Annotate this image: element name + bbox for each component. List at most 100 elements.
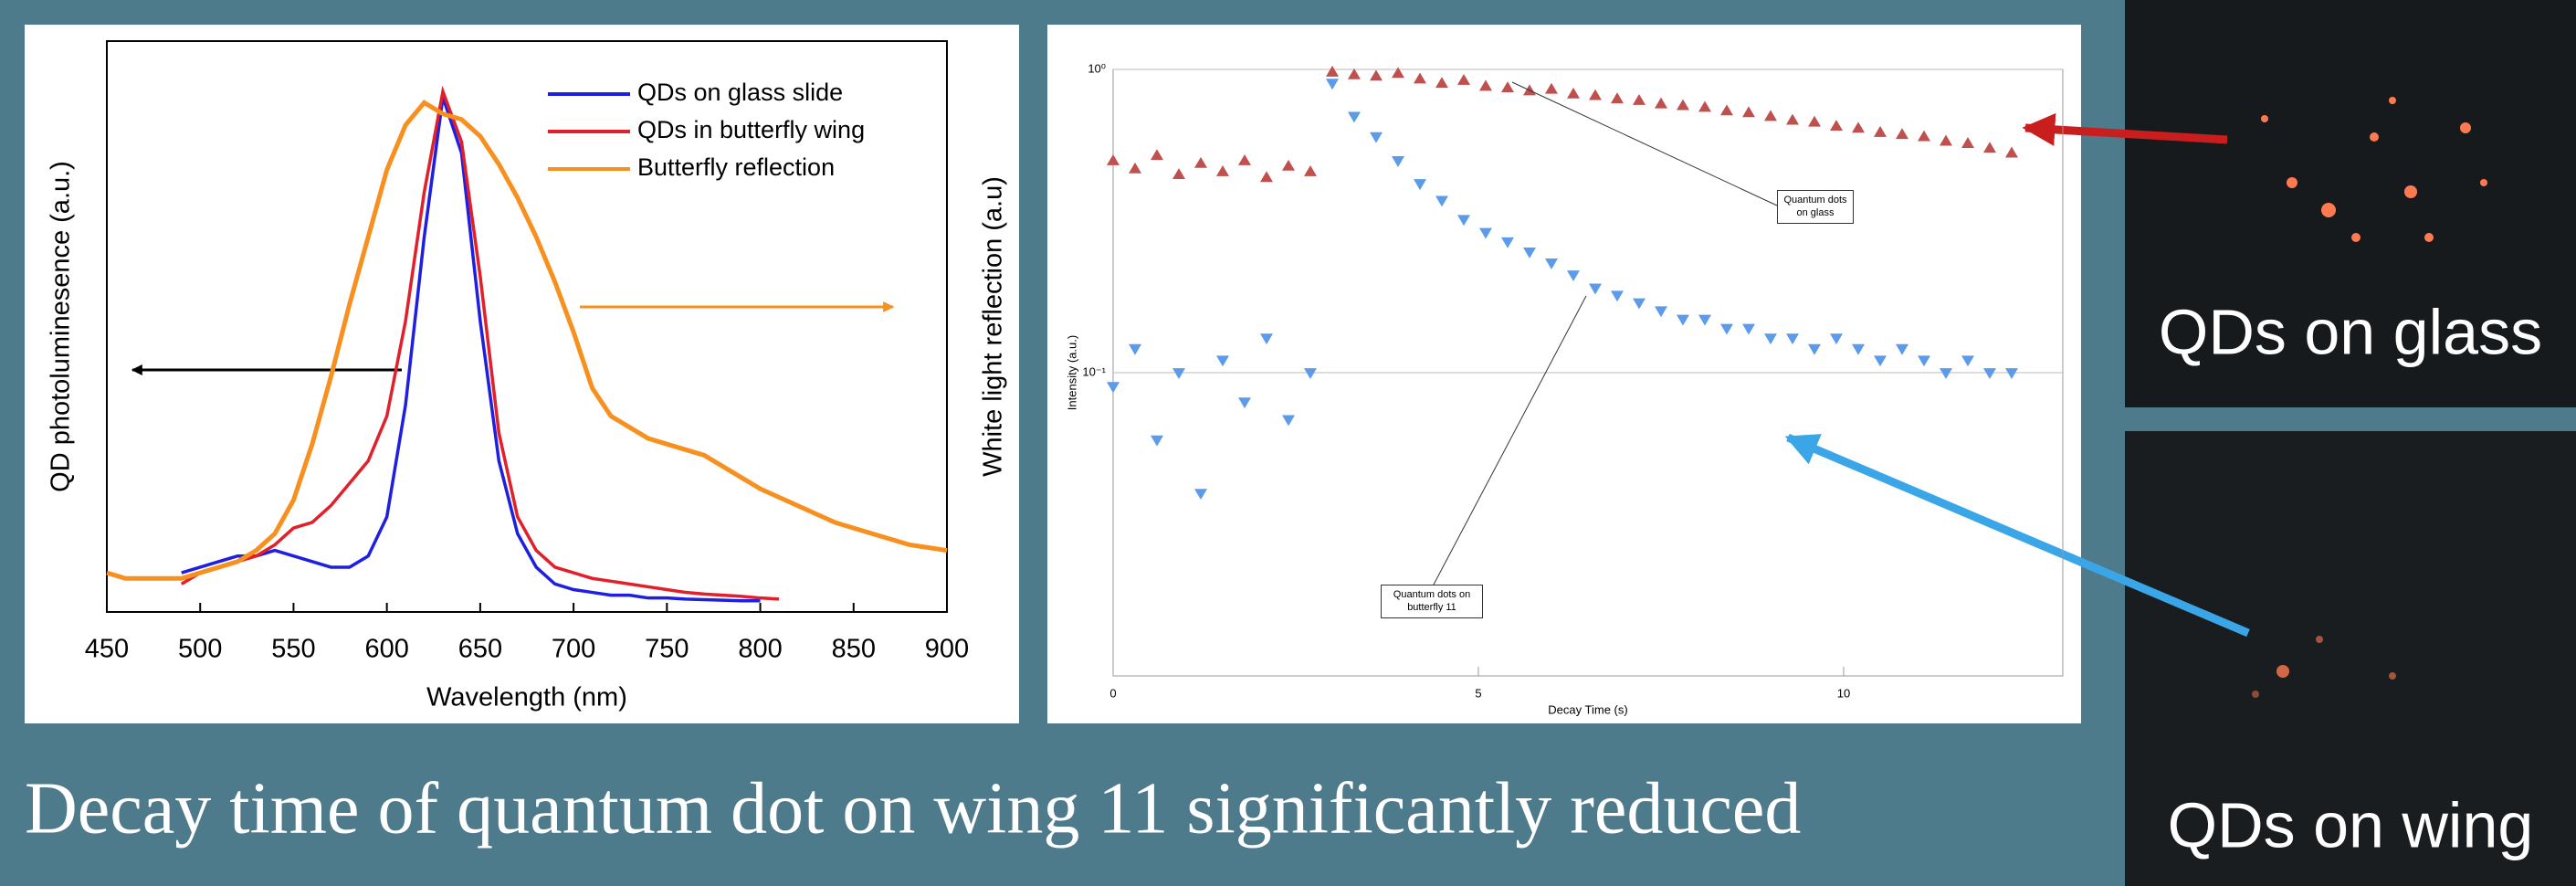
data-point [1918, 355, 1930, 367]
data-point [1874, 355, 1887, 367]
x-tick-label: 550 [271, 635, 315, 664]
data-point [1457, 215, 1470, 227]
arrow [2022, 112, 2228, 146]
data-point [1940, 368, 1952, 379]
data-point [1435, 77, 1448, 89]
series-line [106, 100, 948, 581]
arrow [1784, 433, 2250, 638]
x-axis-label: Decay Time (s) [1548, 702, 1627, 716]
data-point [1764, 333, 1777, 345]
data-point [1107, 153, 1120, 165]
x-tick-label: 700 [552, 635, 595, 664]
legend-label: QDs on glass slide [637, 79, 843, 106]
data-point [1918, 130, 1930, 142]
caption: Decay time of quantum dot on wing 11 sig… [25, 768, 1801, 849]
data-point [1874, 125, 1887, 137]
data-point [1808, 343, 1821, 355]
data-point [1677, 314, 1689, 326]
x-tick-label: 650 [458, 635, 502, 664]
series-line [181, 96, 761, 603]
data-point [1348, 68, 1361, 79]
data-point [1457, 74, 1470, 85]
y2-axis-label: White light reflection (a.u) [979, 176, 1008, 477]
callout-line [1511, 81, 1778, 206]
data-point [1194, 156, 1207, 168]
data-point [1238, 397, 1251, 409]
data-point [1545, 258, 1558, 269]
data-point [1479, 227, 1492, 239]
data-point [1983, 142, 1996, 153]
data-point [1216, 355, 1229, 367]
data-point [1698, 100, 1711, 112]
x-tick-label: 0 [1109, 686, 1116, 700]
data-point [1370, 132, 1383, 143]
data-point [1720, 104, 1733, 116]
data-point [1216, 164, 1229, 176]
annotation: Quantum dots on butterfly 11 [1381, 585, 1483, 618]
y-axis-label: QD photoluminesence (a.u.) [47, 161, 76, 492]
data-point [1633, 93, 1645, 105]
data-point [1567, 270, 1580, 282]
photo [2125, 0, 2576, 407]
x-tick-label: 600 [364, 635, 408, 664]
data-point [1282, 415, 1295, 427]
x-tick-label: 900 [925, 635, 969, 664]
data-point [1129, 162, 1141, 174]
data-point [1151, 435, 1163, 447]
data-point [1501, 81, 1514, 92]
y-axis-label: Intensity (a.u.) [1065, 335, 1078, 410]
plot-frame [106, 40, 948, 613]
data-point [1545, 82, 1558, 94]
x-tick-label: 10 [1837, 686, 1850, 700]
data-point [1961, 137, 1974, 148]
data-point [1830, 333, 1843, 345]
data-point [1523, 247, 1536, 258]
data-point [1414, 179, 1426, 191]
data-point [1501, 237, 1514, 248]
data-point [1260, 171, 1273, 183]
x-tick-label: 5 [1475, 686, 1481, 700]
data-point [1611, 92, 1624, 104]
data-point [1830, 120, 1843, 132]
data-point [1326, 65, 1339, 77]
chart-panel [1047, 25, 2081, 723]
data-point [1852, 121, 1865, 133]
data-point [1786, 113, 1799, 125]
data-point [1983, 368, 1996, 379]
x-tick-label: 500 [178, 635, 222, 664]
data-point [1304, 164, 1317, 176]
x-tick-label: 800 [738, 635, 782, 664]
data-point [1611, 290, 1624, 302]
data-point [1414, 72, 1426, 84]
data-point [1260, 333, 1273, 345]
data-point [2005, 368, 2018, 379]
data-point [1435, 195, 1448, 207]
data-point [1633, 298, 1645, 310]
data-point [1151, 149, 1163, 161]
data-point [1786, 333, 1799, 345]
data-point [1348, 111, 1361, 123]
legend-label: QDs in butterfly wing [637, 116, 865, 143]
data-point [1238, 153, 1251, 165]
image-label: QDs on wing [2168, 789, 2534, 860]
data-point [1172, 368, 1185, 379]
data-point [1764, 110, 1777, 121]
data-point [1589, 283, 1602, 295]
data-point [1742, 106, 1755, 118]
callout-line [1433, 295, 1587, 585]
data-point [1852, 343, 1865, 355]
data-point [1392, 67, 1404, 79]
data-point [1655, 97, 1667, 109]
data-point [1896, 128, 1908, 140]
data-point [2005, 146, 2018, 158]
data-point [1940, 134, 1952, 146]
data-point [1698, 314, 1711, 326]
legend-label: Butterfly reflection [637, 153, 835, 181]
data-point [1567, 87, 1580, 99]
photo [2125, 431, 2576, 886]
annotation: Quantum dots on glass [1777, 190, 1854, 224]
data-point [1677, 99, 1689, 111]
data-point [1896, 343, 1908, 355]
data-point [1282, 159, 1295, 171]
